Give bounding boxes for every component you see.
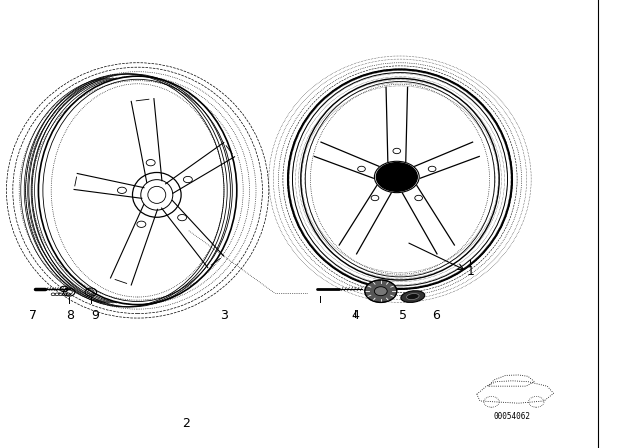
Circle shape <box>358 166 365 172</box>
Text: 5: 5 <box>399 309 407 323</box>
Text: 8: 8 <box>67 309 74 323</box>
Text: 1: 1 <box>467 264 474 278</box>
Text: 9: 9 <box>91 309 99 323</box>
Ellipse shape <box>401 291 425 302</box>
Text: 3: 3 <box>220 309 228 323</box>
Text: 4: 4 <box>351 309 359 323</box>
Circle shape <box>393 148 401 154</box>
Circle shape <box>374 287 387 296</box>
Circle shape <box>376 163 417 191</box>
Circle shape <box>365 280 397 302</box>
Circle shape <box>428 166 436 172</box>
Ellipse shape <box>406 293 419 300</box>
Text: 7: 7 <box>29 309 37 323</box>
Text: 6: 6 <box>433 309 440 323</box>
Circle shape <box>415 195 422 201</box>
Text: 2: 2 <box>182 417 189 430</box>
Circle shape <box>371 195 379 201</box>
Text: 00054062: 00054062 <box>493 412 531 421</box>
